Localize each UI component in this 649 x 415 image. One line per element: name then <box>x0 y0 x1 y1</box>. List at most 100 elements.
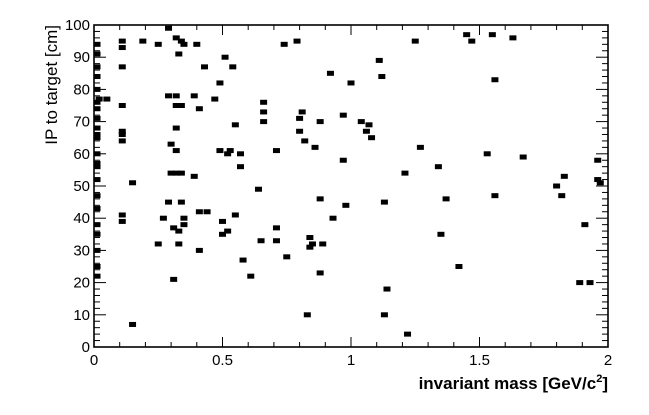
data-point <box>118 138 126 144</box>
data-point <box>129 321 137 327</box>
x-tick-label: 1 <box>347 352 355 369</box>
data-point <box>172 170 180 176</box>
data-point <box>224 228 232 234</box>
data-point <box>167 170 175 176</box>
data-point <box>216 80 224 86</box>
x-axis-title-superscript: 2 <box>596 373 602 385</box>
data-point <box>180 222 188 228</box>
data-point <box>329 215 337 221</box>
data-point <box>139 38 147 44</box>
data-point <box>342 202 350 208</box>
y-axis-title: IP to target [cm] <box>42 25 61 145</box>
data-point <box>558 193 566 199</box>
data-point <box>93 193 101 199</box>
data-point <box>586 280 594 286</box>
data-point <box>383 286 391 292</box>
data-point <box>306 244 314 250</box>
data-point <box>272 238 280 244</box>
data-point <box>118 131 126 137</box>
data-point <box>195 106 203 112</box>
data-point <box>257 238 265 244</box>
data-point <box>375 57 383 63</box>
y-tick-label: 90 <box>73 49 90 66</box>
data-point <box>165 25 173 31</box>
data-point <box>594 157 602 163</box>
y-tick-label: 10 <box>73 307 90 324</box>
data-point <box>93 160 101 166</box>
data-point <box>553 183 561 189</box>
data-point <box>491 193 499 199</box>
data-point <box>93 177 101 183</box>
data-point <box>301 138 309 144</box>
data-point <box>118 64 126 70</box>
data-point <box>326 70 334 76</box>
data-point <box>296 115 304 121</box>
data-point <box>296 128 304 134</box>
data-point <box>93 125 101 131</box>
data-point <box>247 273 255 279</box>
data-point <box>293 38 301 44</box>
data-point <box>211 96 219 102</box>
data-point <box>180 215 188 221</box>
data-point <box>93 206 101 212</box>
data-point <box>401 170 409 176</box>
data-point <box>93 231 101 237</box>
data-point <box>316 196 324 202</box>
data-point <box>129 180 137 186</box>
data-point <box>201 64 209 70</box>
data-point <box>272 225 280 231</box>
data-point <box>167 141 175 147</box>
x-tick-label: 0 <box>90 352 98 369</box>
data-point <box>118 45 126 51</box>
data-point <box>93 264 101 269</box>
data-point <box>594 177 602 183</box>
data-point <box>93 86 101 92</box>
data-point <box>177 199 185 205</box>
data-point <box>219 231 226 237</box>
data-point <box>180 41 188 47</box>
data-point <box>93 41 101 47</box>
data-point <box>190 173 198 179</box>
data-point <box>491 77 499 83</box>
data-point <box>380 312 388 318</box>
data-point <box>172 148 180 154</box>
data-point <box>283 254 291 260</box>
y-tick-label: 80 <box>73 81 90 98</box>
data-point <box>272 148 280 154</box>
data-point <box>260 99 268 105</box>
data-point <box>177 38 185 44</box>
data-point <box>365 122 373 128</box>
data-point <box>339 157 347 163</box>
data-point <box>260 119 268 125</box>
data-point <box>362 128 370 134</box>
data-point <box>93 99 101 105</box>
data-point <box>411 38 419 44</box>
data-point <box>308 241 316 247</box>
data-point <box>93 131 101 137</box>
data-point <box>177 170 185 176</box>
x-tick-label: 0.5 <box>212 352 233 369</box>
data-point <box>319 241 327 247</box>
y-tick-label: 50 <box>73 178 90 195</box>
data-point <box>175 241 183 247</box>
data-point <box>380 199 388 205</box>
data-point <box>103 96 111 102</box>
data-point <box>509 35 517 41</box>
y-tick-label: 0 <box>82 339 90 356</box>
data-point <box>216 148 224 154</box>
data-point <box>455 264 463 269</box>
data-point <box>175 228 183 234</box>
data-point <box>203 209 211 215</box>
data-point <box>165 199 173 205</box>
data-point <box>193 41 201 47</box>
data-point <box>172 125 180 131</box>
data-point <box>306 235 314 241</box>
data-point <box>170 225 178 231</box>
data-point <box>239 257 247 263</box>
data-point <box>229 64 237 70</box>
data-point <box>463 32 471 38</box>
data-point <box>93 106 101 112</box>
data-point <box>347 80 355 86</box>
